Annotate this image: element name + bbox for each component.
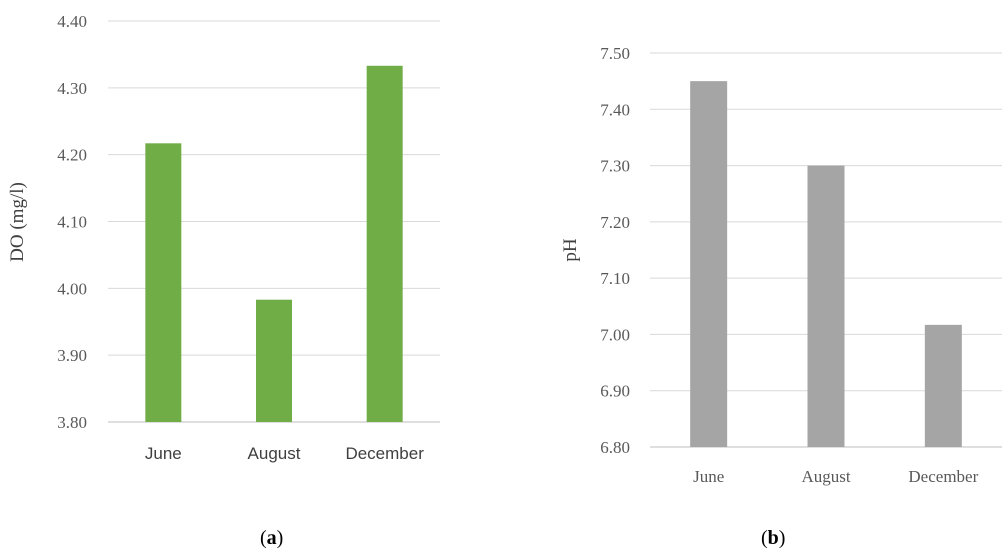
caption-b: (b)	[761, 527, 786, 549]
y-tick-label: 7.40	[600, 100, 630, 119]
y-tick-label: 7.50	[600, 44, 630, 63]
y-tick-label: 7.00	[600, 325, 630, 344]
y-tick-label: 7.10	[600, 269, 630, 288]
caption-a: (a)	[260, 527, 284, 549]
y-axis-label: DO (mg/l)	[7, 182, 28, 262]
y-axis-label: pH	[560, 238, 581, 262]
bar-june	[690, 81, 728, 448]
x-tick-label: December	[345, 444, 424, 463]
y-tick-label: 4.10	[57, 213, 87, 232]
bar-august	[807, 165, 845, 448]
y-tick-label: 4.00	[57, 279, 87, 298]
chart-a: 3.80 3.90 4.00 4.10 4.20 4.30 4.40 June August De…	[7, 12, 440, 463]
chart-b: 6.80 6.90 7.00 7.10 7.20 7.30 7.40 7.50 June Augu…	[560, 44, 1002, 486]
y-tick-label: 7.30	[600, 157, 630, 176]
y-tick-label: 7.20	[600, 213, 630, 232]
bar-december	[924, 324, 962, 447]
caption-b-label: b	[767, 527, 779, 549]
caption-a-label: a	[266, 527, 277, 549]
x-tick-label: June	[145, 444, 182, 463]
y-tick-label: 3.90	[57, 346, 87, 365]
x-tick-label: August	[248, 444, 301, 463]
y-tick-label: 4.20	[57, 146, 87, 165]
x-tick-label: December	[908, 467, 978, 486]
bar-june	[145, 143, 182, 422]
y-tick-label: 3.80	[57, 413, 87, 432]
bar-december	[366, 65, 403, 423]
bar-august	[256, 299, 292, 422]
x-tick-label: August	[801, 467, 850, 486]
y-tick-label: 4.30	[57, 79, 87, 98]
y-tick-label: 6.80	[600, 438, 630, 457]
y-tick-label: 6.90	[600, 382, 630, 401]
x-tick-label: June	[693, 467, 724, 486]
y-tick-label: 4.40	[57, 12, 87, 31]
